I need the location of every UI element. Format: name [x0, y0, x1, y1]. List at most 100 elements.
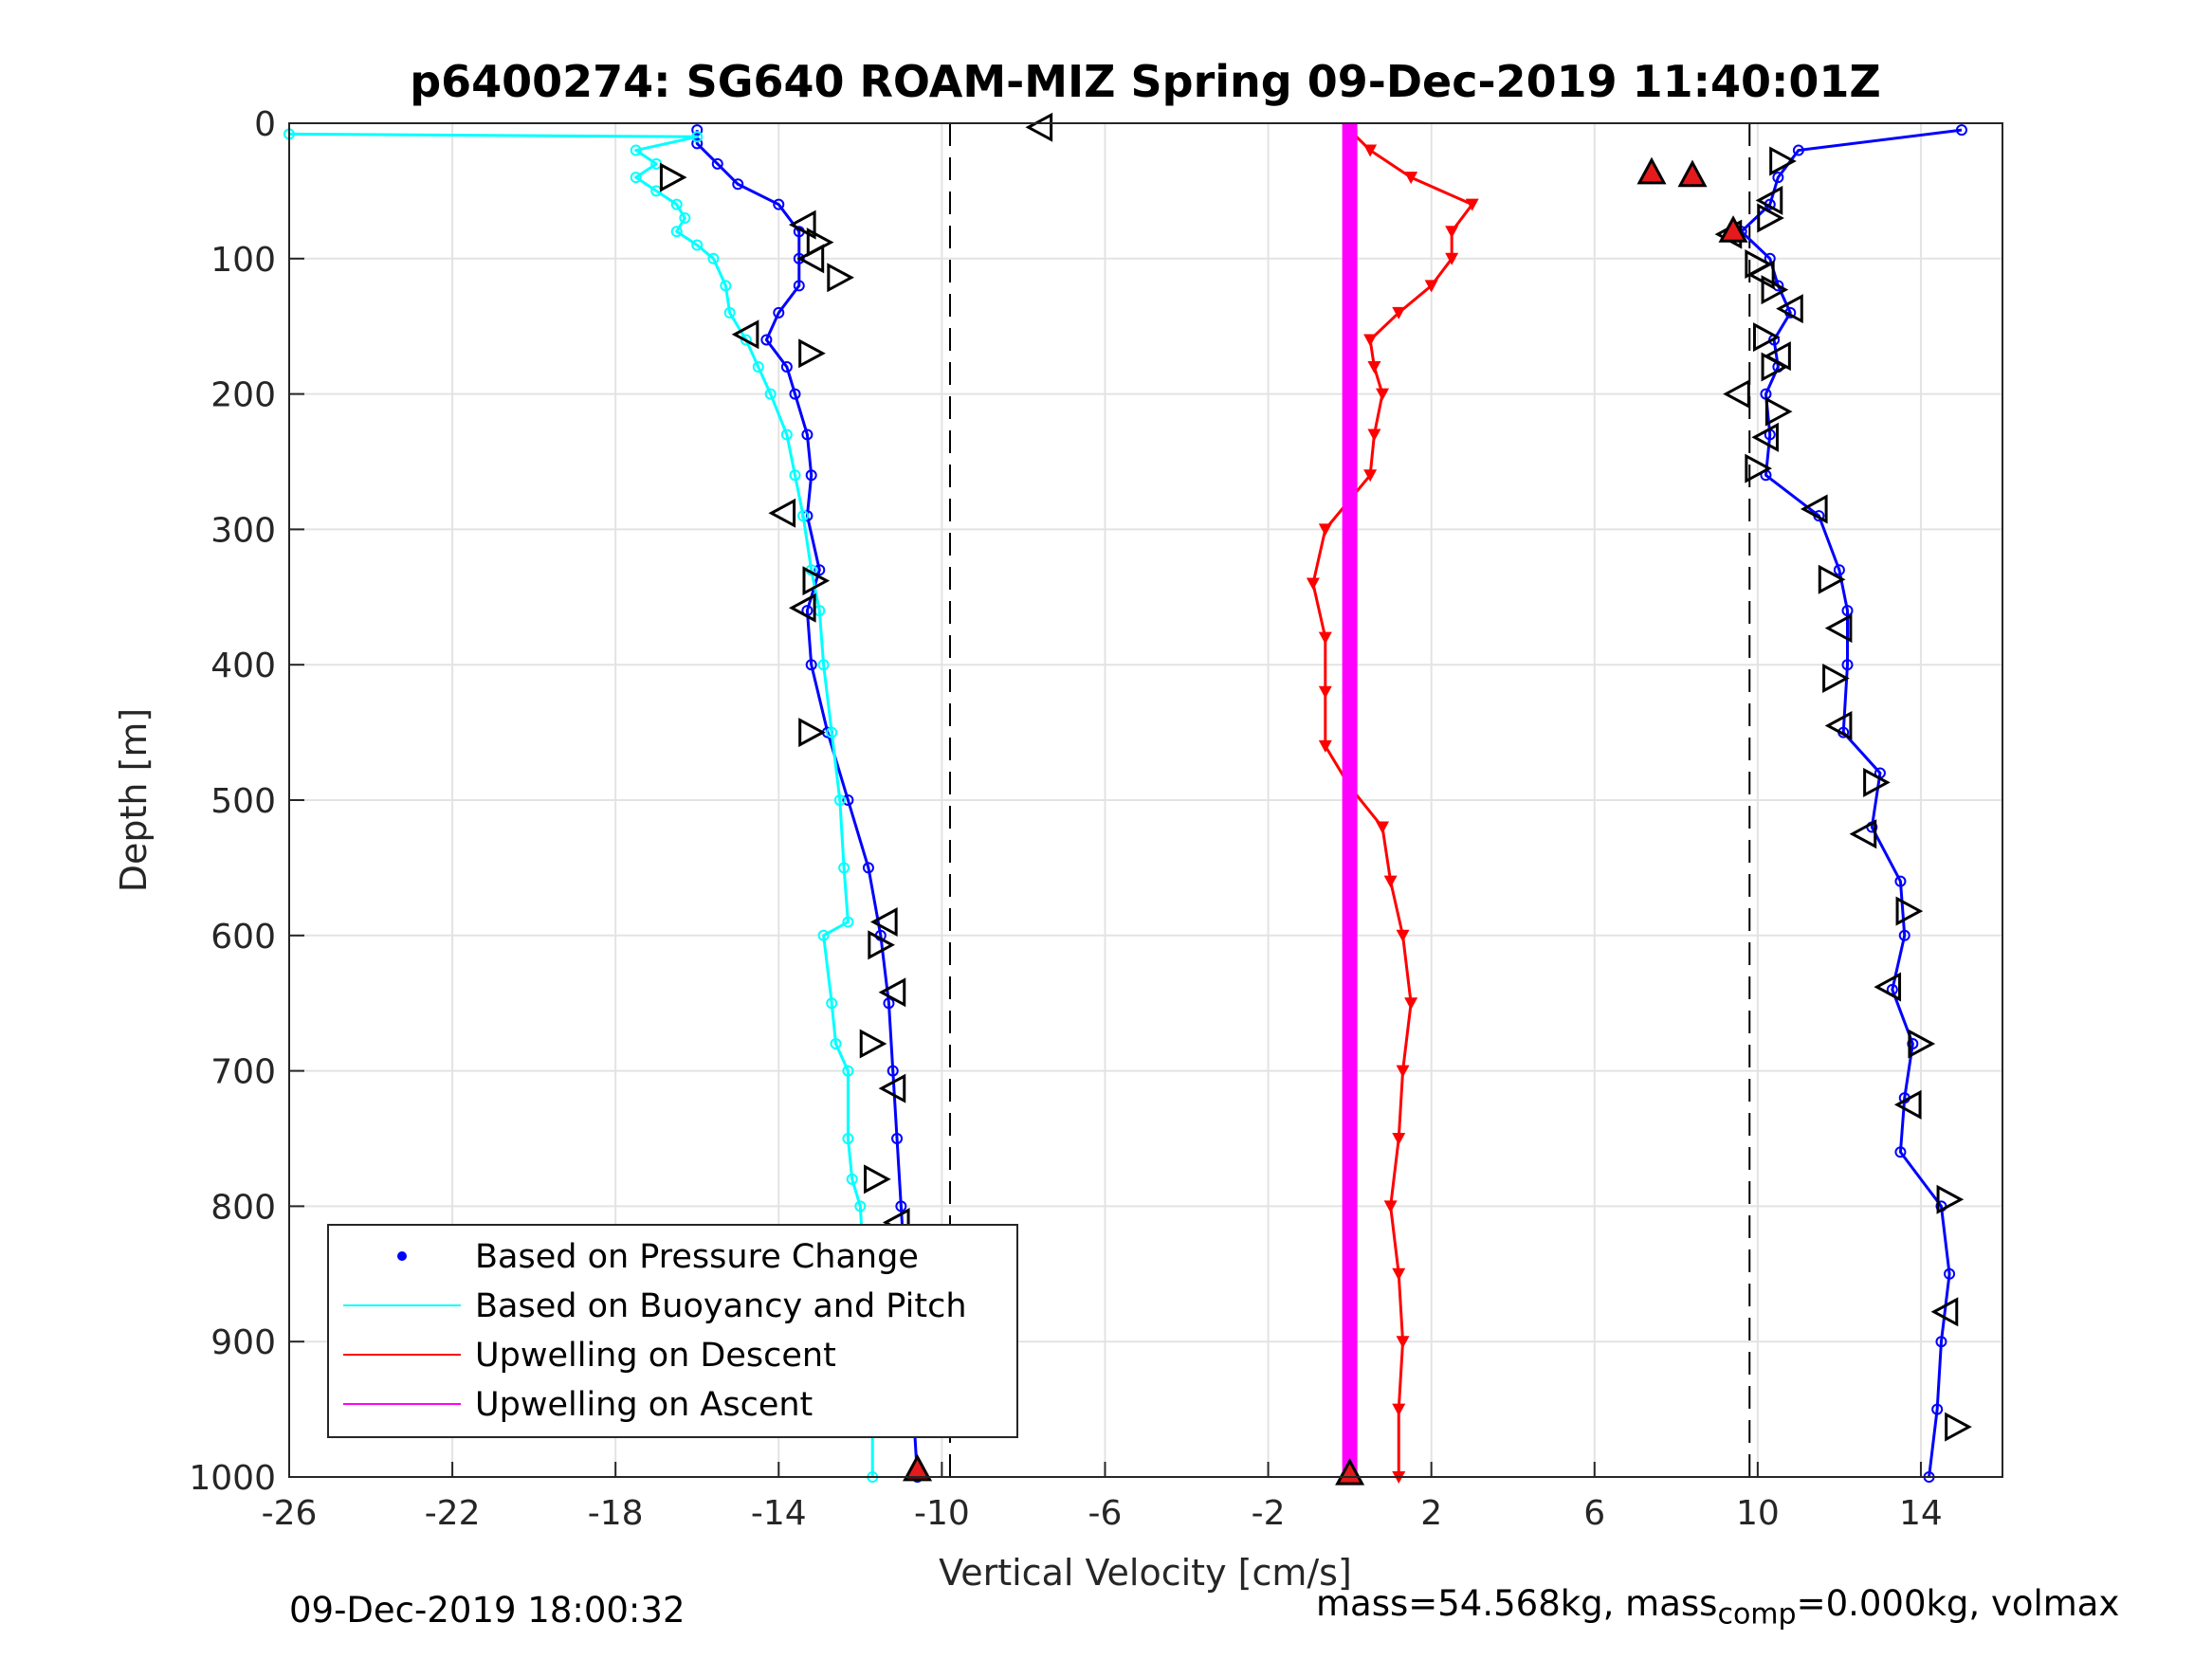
open-triangle-marker	[1824, 613, 1853, 644]
buoyancy-pitch-point	[826, 997, 838, 1010]
buoyancy-pitch-point	[830, 1038, 842, 1050]
buoyancy-pitch-point	[752, 361, 764, 374]
descent-upwelling-point	[1367, 428, 1381, 442]
open-triangle-marker	[1908, 1029, 1936, 1059]
buoyancy-pitch-point	[817, 929, 830, 941]
buoyancy-pitch-point	[1894, 1146, 1907, 1158]
y-tick-label: 0	[254, 105, 276, 144]
buoyancy-pitch-point	[1898, 929, 1910, 941]
buoyancy-pitch-point	[720, 280, 732, 292]
y-tick-label: 400	[210, 647, 276, 685]
buoyancy-pitch-point	[740, 334, 752, 346]
open-triangle-marker	[1863, 767, 1891, 797]
series-layer	[283, 123, 1967, 1484]
buoyancy-pitch-point	[723, 306, 736, 319]
buoyancy-pitch-point	[862, 862, 874, 874]
filled-triangle-marker	[903, 1453, 933, 1482]
buoyancy-pitch-point	[842, 1065, 854, 1077]
legend-label: Upwelling on Descent	[475, 1337, 836, 1375]
buoyancy-pitch-point	[679, 211, 691, 224]
descent-upwelling-point	[1396, 1065, 1410, 1078]
open-triangle-marker	[1824, 710, 1853, 740]
open-triangle-marker	[1761, 352, 1789, 382]
descent-upwelling-point	[1363, 469, 1378, 483]
descent-upwelling-point	[1392, 1133, 1406, 1145]
y-tick-label: 200	[210, 376, 276, 415]
open-triangle-marker	[798, 718, 826, 748]
descent-upwelling-point	[1306, 577, 1320, 591]
buoyancy-pitch-point	[707, 252, 720, 264]
open-triangle-marker	[1945, 1412, 1972, 1442]
footer-mass-sub: comp	[1717, 1597, 1797, 1632]
buoyancy-pitch-point	[1772, 172, 1784, 184]
descent-upwelling-point	[1396, 929, 1410, 942]
buoyancy-pitch-point	[1907, 1038, 1919, 1050]
buoyancy-pitch-point	[1955, 124, 1967, 137]
descent-upwelling-point	[1465, 198, 1479, 211]
open-triangle-marker	[1818, 564, 1846, 594]
filled-triangle-marker	[1718, 215, 1748, 243]
open-triangle-marker	[788, 210, 816, 240]
buoyancy-pitch-point	[846, 1173, 858, 1185]
open-triangle-marker	[878, 1073, 906, 1103]
x-tick-label: -14	[751, 1494, 807, 1533]
buoyancy-pitch-point	[793, 280, 805, 292]
filled-triangle-marker	[1636, 156, 1667, 185]
buoyancy-pitch-point	[1841, 659, 1854, 671]
legend-swatch	[397, 1251, 407, 1261]
buoyancy-pitch-point	[1841, 605, 1854, 617]
buoyancy-pitch-point	[789, 469, 801, 482]
descent-upwelling-point	[1318, 739, 1332, 753]
open-triangle-marker	[1761, 275, 1789, 305]
descent-upwelling-point	[1363, 334, 1378, 347]
x-tick-label: 2	[1420, 1494, 1442, 1533]
open-triangle-marker	[768, 498, 796, 528]
buoyancy-pitch-point	[817, 659, 830, 671]
buoyancy-pitch-point	[691, 124, 704, 137]
y-tick-label: 600	[210, 918, 276, 957]
open-triangle-marker	[1930, 1297, 1959, 1327]
buoyancy-pitch-point	[764, 388, 777, 400]
x-tick-label: -22	[425, 1494, 481, 1533]
footer-mass-prefix: mass=54.568kg, mass	[1316, 1583, 1718, 1624]
buoyancy-pitch-point	[842, 794, 854, 806]
x-tick-label: 14	[1899, 1494, 1943, 1533]
buoyancy-pitch-point	[711, 157, 723, 170]
buoyancy-pitch-point	[895, 1200, 907, 1212]
open-triangle-marker	[1893, 1089, 1922, 1120]
descent-upwelling-point	[1367, 361, 1381, 374]
legend: Based on Pressure Change Based on Buoyanc…	[327, 1224, 1018, 1438]
descent-upwelling-point	[1318, 685, 1332, 699]
open-triangle-marker	[1752, 322, 1781, 353]
open-triangle-marker	[796, 244, 825, 274]
open-triangle-marker	[802, 566, 831, 596]
buoyancy-pitch-point	[801, 428, 814, 441]
descent-upwelling-point	[1376, 821, 1390, 834]
buoyancy-pitch-point	[773, 306, 785, 319]
buoyancy-pitch-point	[630, 144, 642, 156]
descent-upwelling-point	[1376, 388, 1390, 401]
open-triangle-marker	[1764, 396, 1793, 427]
legend-label: Based on Pressure Change	[475, 1238, 919, 1276]
open-triangle-marker	[1800, 494, 1828, 524]
open-triangle-marker	[869, 907, 898, 938]
descent-upwelling-point	[1363, 144, 1378, 157]
open-triangle-marker	[1757, 203, 1784, 233]
filled-triangle-marker	[1677, 159, 1708, 188]
descent-upwelling-point	[1392, 1403, 1406, 1416]
descent-upwelling-point	[1392, 306, 1406, 319]
open-triangle-marker	[827, 263, 854, 293]
buoyancy-pitch-point	[691, 137, 704, 150]
buoyancy-pitch-point	[780, 361, 793, 374]
open-triangle-marker	[798, 338, 826, 369]
series-line	[1740, 128, 1963, 1478]
buoyancy-pitch-point	[1792, 144, 1804, 156]
buoyancy-pitch-point	[891, 1133, 904, 1144]
chart-title: p6400274: SG640 ROAM-MIZ Spring 09-Dec-2…	[410, 56, 1881, 107]
open-triangle-marker	[1895, 896, 1924, 926]
buoyancy-pitch-point	[1935, 1336, 1947, 1348]
buoyancy-pitch-point	[670, 226, 683, 238]
buoyancy-pitch-point	[789, 388, 801, 400]
x-tick-label: -2	[1252, 1494, 1286, 1533]
